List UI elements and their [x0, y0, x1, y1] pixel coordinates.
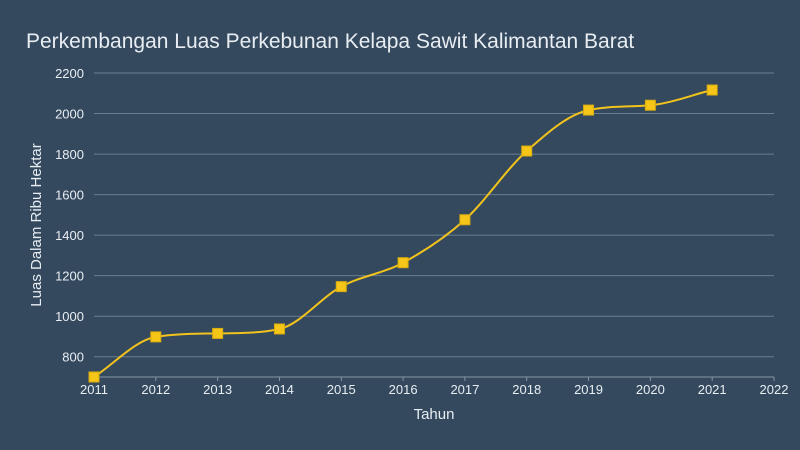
- x-axis-label: Tahun: [414, 406, 455, 423]
- data-point[interactable]: [459, 214, 471, 226]
- x-tick-label: 2020: [636, 382, 665, 397]
- axes: [93, 376, 775, 381]
- y-axis-label: Luas Dalam Ribu Hektar: [28, 143, 45, 306]
- chart-title: Perkembangan Luas Perkebunan Kelapa Sawi…: [26, 30, 634, 53]
- data-point[interactable]: [397, 257, 409, 269]
- grid-lines: [94, 72, 774, 358]
- data-point[interactable]: [212, 327, 224, 339]
- x-tick-label: 2022: [760, 382, 789, 397]
- y-tick-label: 1200: [55, 269, 84, 284]
- data-point[interactable]: [583, 104, 595, 116]
- x-tick-label: 2014: [265, 382, 294, 397]
- data-point[interactable]: [644, 99, 656, 111]
- series-line: [93, 89, 713, 378]
- data-point[interactable]: [335, 281, 347, 293]
- tick-labels: 800 1000 1200 1400 1600 1800 2000 2200 2011 2012 2…: [55, 66, 788, 397]
- x-tick-label: 2018: [512, 382, 541, 397]
- y-tick-label: 1400: [55, 228, 84, 243]
- series-layer: [88, 84, 718, 383]
- y-tick-label: 2200: [55, 66, 84, 81]
- y-tick-label: 1800: [55, 147, 84, 162]
- y-tick-label: 1600: [55, 188, 84, 203]
- x-tick-label: 2015: [327, 382, 356, 397]
- x-tick-label: 2017: [450, 382, 479, 397]
- data-point[interactable]: [521, 145, 533, 157]
- x-tick-label: 2021: [698, 382, 727, 397]
- x-tick-label: 2011: [80, 382, 108, 397]
- data-point[interactable]: [706, 84, 718, 96]
- data-point[interactable]: [88, 371, 100, 383]
- y-tick-label: 2000: [55, 107, 84, 122]
- data-point[interactable]: [273, 323, 285, 335]
- data-point[interactable]: [150, 331, 162, 343]
- x-tick-label: 2016: [389, 382, 418, 397]
- x-tick-label: 2013: [203, 382, 232, 397]
- x-tick-label: 2019: [574, 382, 603, 397]
- y-tick-label: 1000: [55, 309, 84, 324]
- y-tick-label: 800: [62, 350, 84, 365]
- x-tick-label: 2012: [141, 382, 170, 397]
